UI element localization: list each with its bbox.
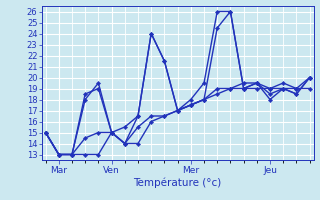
X-axis label: Température (°c): Température (°c) (133, 177, 222, 188)
